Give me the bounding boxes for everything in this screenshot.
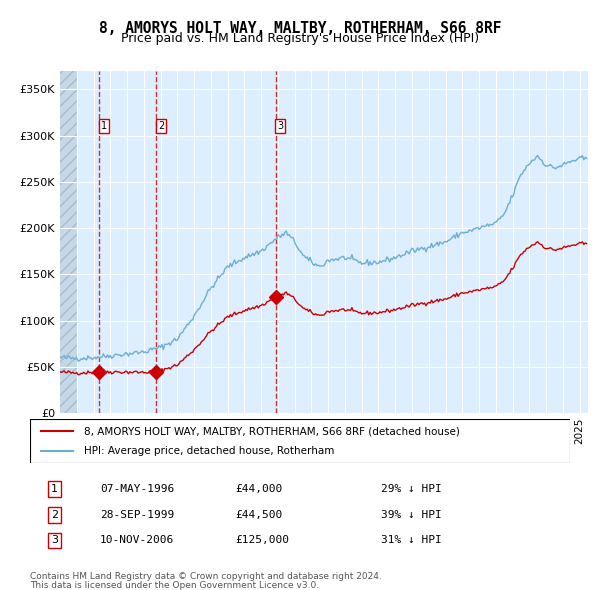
Text: HPI: Average price, detached house, Rotherham: HPI: Average price, detached house, Roth… xyxy=(84,446,334,455)
Text: 29% ↓ HPI: 29% ↓ HPI xyxy=(381,484,442,494)
Text: 10-NOV-2006: 10-NOV-2006 xyxy=(100,535,175,545)
FancyBboxPatch shape xyxy=(30,419,570,463)
Text: £125,000: £125,000 xyxy=(235,535,289,545)
Text: 31% ↓ HPI: 31% ↓ HPI xyxy=(381,535,442,545)
Text: 8, AMORYS HOLT WAY, MALTBY, ROTHERHAM, S66 8RF: 8, AMORYS HOLT WAY, MALTBY, ROTHERHAM, S… xyxy=(99,21,501,35)
Text: £44,000: £44,000 xyxy=(235,484,283,494)
Text: 1: 1 xyxy=(101,122,107,132)
Text: Price paid vs. HM Land Registry's House Price Index (HPI): Price paid vs. HM Land Registry's House … xyxy=(121,32,479,45)
Text: £44,500: £44,500 xyxy=(235,510,283,520)
Text: 2: 2 xyxy=(51,510,58,520)
Text: 8, AMORYS HOLT WAY, MALTBY, ROTHERHAM, S66 8RF (detached house): 8, AMORYS HOLT WAY, MALTBY, ROTHERHAM, S… xyxy=(84,427,460,436)
Text: Contains HM Land Registry data © Crown copyright and database right 2024.: Contains HM Land Registry data © Crown c… xyxy=(30,572,382,581)
Text: This data is licensed under the Open Government Licence v3.0.: This data is licensed under the Open Gov… xyxy=(30,581,319,590)
Text: 07-MAY-1996: 07-MAY-1996 xyxy=(100,484,175,494)
Text: 39% ↓ HPI: 39% ↓ HPI xyxy=(381,510,442,520)
Bar xyxy=(60,71,77,413)
Text: 28-SEP-1999: 28-SEP-1999 xyxy=(100,510,175,520)
Text: 1: 1 xyxy=(51,484,58,494)
Text: 3: 3 xyxy=(277,122,283,132)
Text: 2: 2 xyxy=(158,122,164,132)
Text: 3: 3 xyxy=(51,535,58,545)
